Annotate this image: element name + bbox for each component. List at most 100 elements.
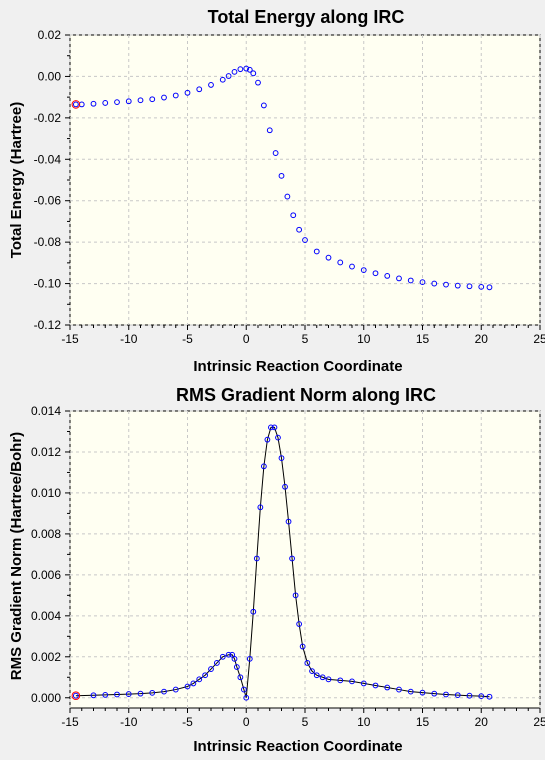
data-point (213, 660, 220, 666)
data-point (278, 455, 285, 462)
data-point (454, 282, 461, 289)
data-point (478, 283, 485, 290)
data-point (384, 684, 391, 691)
energy-chart: Total Energy along IRC -15 -10 -5 0 5 10 15 20 2… (8, 7, 545, 375)
energy-ticks: -15 -10 -5 0 5 10 15 20 25 -0.12 -0.10 -0.08 -0.06 -0… (34, 28, 545, 346)
data-point (125, 691, 132, 697)
data-point (190, 680, 197, 687)
x-tick-label: 25 (533, 715, 545, 729)
data-point (90, 100, 97, 107)
data-point (384, 273, 391, 279)
data-point (284, 193, 291, 200)
data-point (486, 693, 493, 700)
data-point (253, 555, 260, 562)
y-tick-label: 0.004 (31, 609, 61, 623)
data-point (372, 270, 379, 277)
data-point (337, 259, 344, 266)
y-tick-label: 0.010 (31, 486, 61, 500)
data-point (196, 86, 203, 93)
data-point (172, 92, 179, 99)
energy-x-axis-title: Intrinsic Reaction Coordinate (193, 358, 402, 375)
y-tick-label: -0.06 (34, 194, 62, 208)
data-point (349, 678, 355, 685)
data-point (161, 94, 167, 101)
x-tick-label: 10 (357, 715, 371, 729)
data-point (102, 100, 109, 106)
data-point (431, 280, 438, 287)
data-point (243, 65, 250, 72)
gradient-gridlines (69, 410, 541, 708)
y-tick-label: -0.04 (34, 152, 62, 166)
gradient-y-axis-title: RMS Gradient Norm (Hartree/Bohr) (8, 432, 25, 680)
data-point (302, 237, 308, 243)
x-tick-label: 15 (416, 715, 430, 729)
data-point (313, 248, 320, 255)
data-point (250, 70, 257, 77)
data-point (325, 676, 332, 683)
data-point (325, 254, 332, 261)
data-point (396, 686, 402, 693)
data-point (90, 692, 97, 699)
y-tick-label: 0.008 (31, 527, 61, 541)
data-point (454, 692, 461, 698)
start-point-highlight (71, 691, 81, 701)
data-point (337, 677, 344, 684)
y-tick-label: 0.014 (31, 404, 61, 418)
x-tick-label: 20 (475, 715, 489, 729)
data-point (296, 621, 303, 627)
data-point (246, 655, 253, 662)
x-tick-label: 5 (302, 332, 309, 346)
data-point (268, 424, 274, 431)
data-point (202, 672, 209, 679)
data-point (237, 66, 244, 73)
data-point (360, 680, 367, 687)
data-point (260, 463, 267, 470)
data-point (309, 668, 315, 675)
data-point (292, 592, 299, 599)
data-point (419, 689, 426, 696)
data-point (184, 89, 191, 96)
data-point (149, 96, 156, 103)
data-point (272, 150, 279, 156)
x-tick-label: -10 (120, 715, 138, 729)
data-point (349, 263, 355, 270)
gradient-chart-title: RMS Gradient Norm along IRC (176, 385, 436, 405)
data-point (486, 284, 493, 291)
data-point (289, 555, 295, 562)
data-point (290, 212, 297, 219)
y-tick-label: 0.02 (38, 28, 62, 42)
x-tick-label: -15 (61, 715, 79, 729)
data-point (231, 68, 238, 75)
data-point (219, 76, 226, 83)
x-tick-label: -5 (182, 332, 193, 346)
data-point (264, 436, 271, 443)
series-line (75, 426, 490, 698)
gradient-data-points (71, 424, 493, 701)
x-tick-label: 0 (243, 715, 250, 729)
y-tick-label: -0.12 (34, 318, 62, 332)
data-point (246, 66, 253, 73)
data-point (161, 688, 167, 695)
data-point (285, 518, 292, 525)
data-point (137, 97, 144, 104)
y-tick-label: -0.08 (34, 235, 62, 249)
data-point (243, 694, 250, 701)
data-point (466, 283, 473, 290)
energy-chart-title: Total Energy along IRC (208, 7, 405, 27)
x-tick-label: 15 (416, 332, 430, 346)
data-point (266, 127, 273, 134)
data-point (278, 172, 285, 179)
x-tick-label: 0 (243, 332, 250, 346)
data-point (360, 267, 367, 274)
y-tick-label: 0.002 (31, 650, 61, 664)
y-tick-label: 0.012 (31, 445, 61, 459)
data-point (260, 102, 267, 109)
start-point-highlight (71, 100, 81, 109)
data-point (208, 82, 214, 88)
data-point (271, 424, 278, 431)
x-tick-label: 10 (357, 332, 371, 346)
data-point (443, 691, 449, 698)
data-point (396, 275, 402, 282)
data-point (478, 693, 485, 700)
y-tick-label: -0.02 (34, 111, 62, 125)
